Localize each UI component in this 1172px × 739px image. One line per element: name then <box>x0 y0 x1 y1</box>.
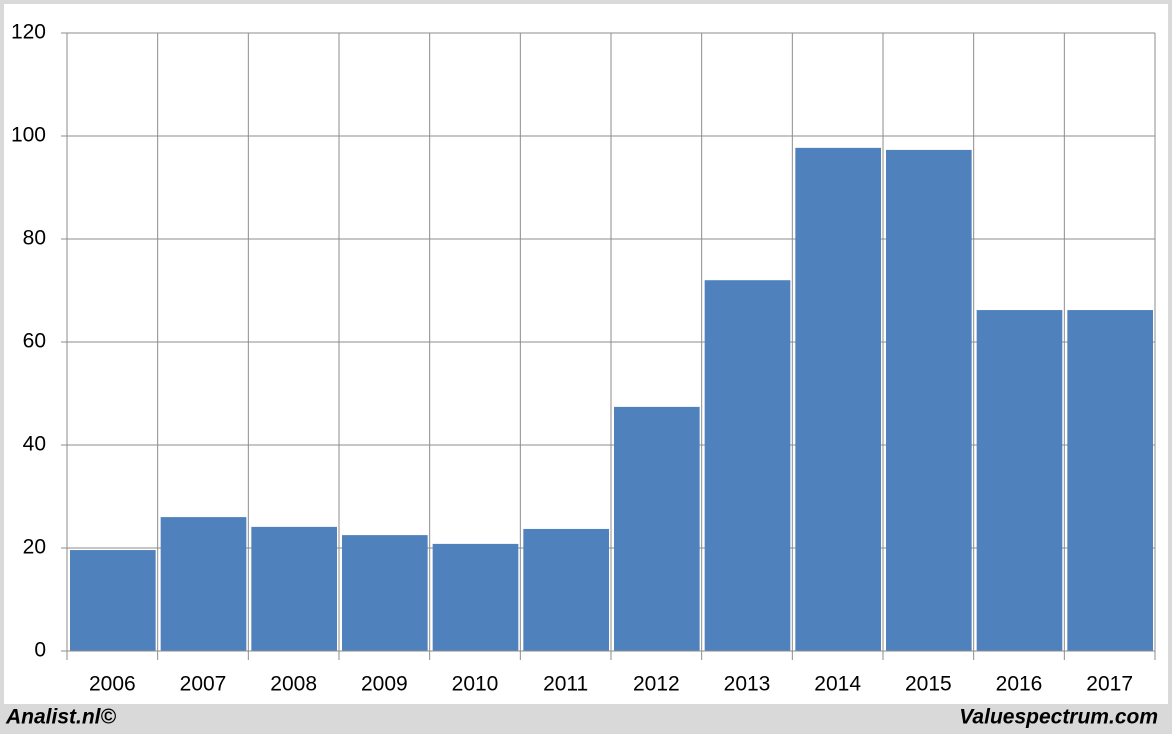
x-tick-label: 2013 <box>724 673 771 696</box>
x-tick-label: 2010 <box>452 673 499 696</box>
bar <box>704 280 791 651</box>
bar <box>1067 310 1153 651</box>
x-tick-label: 2006 <box>89 673 136 696</box>
y-tick-label: 120 <box>11 21 46 44</box>
x-tick-label: 2016 <box>996 673 1043 696</box>
x-tick-label: 2011 <box>543 673 588 696</box>
x-tick-label: 2012 <box>633 673 680 696</box>
x-tick-label: 2008 <box>270 673 317 696</box>
bar <box>432 543 519 651</box>
x-tick-label: 2014 <box>814 673 861 696</box>
y-tick-label: 40 <box>23 433 46 456</box>
x-tick-label: 2009 <box>361 673 408 696</box>
footer-left: Analist.nl© <box>5 706 117 729</box>
y-tick-label: 20 <box>23 536 46 559</box>
y-tick-label: 60 <box>23 330 46 353</box>
y-tick-label: 0 <box>34 639 46 662</box>
x-tick-label: 2017 <box>1086 673 1133 696</box>
bar <box>886 149 972 651</box>
bar <box>976 310 1063 651</box>
y-tick-label: 100 <box>11 124 46 147</box>
bar <box>614 406 700 651</box>
bar <box>523 528 609 651</box>
y-tick-label: 80 <box>23 227 46 250</box>
x-tick-label: 2007 <box>180 673 227 696</box>
x-tick-label: 2015 <box>905 673 952 696</box>
bar <box>160 517 247 651</box>
footer-right: Valuespectrum.com <box>959 706 1158 729</box>
bar <box>70 550 156 651</box>
bar <box>251 526 337 651</box>
bar <box>342 535 428 651</box>
bar <box>795 147 881 651</box>
